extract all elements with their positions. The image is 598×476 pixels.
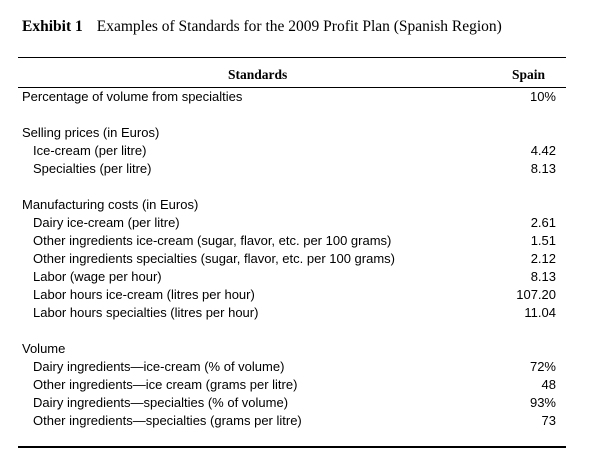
row-label: Volume xyxy=(22,341,66,356)
exhibit-title: Exhibit 1 Examples of Standards for the 2… xyxy=(22,18,502,36)
column-header-standards: Standards xyxy=(228,67,288,82)
table-row: Dairy ice-cream (per litre) 2.61 xyxy=(0,214,598,232)
section-row: Manufacturing costs (in Euros) xyxy=(0,196,598,214)
table-row: Other ingredients specialties (sugar, fl… xyxy=(0,250,598,268)
spacer-row xyxy=(0,106,598,124)
row-label: Labor (wage per hour) xyxy=(33,269,162,284)
spacer-row xyxy=(0,322,598,340)
table-row: Dairy ingredients—specialties (% of volu… xyxy=(0,394,598,412)
row-value-spain: 8.13 xyxy=(530,269,556,284)
table-row: Labor (wage per hour) 8.13 xyxy=(0,268,598,286)
row-value-spain: 4.42 xyxy=(530,143,556,158)
table-top-rule xyxy=(18,57,566,58)
section-row: Selling prices (in Euros) xyxy=(0,124,598,142)
table-row: Ice-cream (per litre) 4.42 xyxy=(0,142,598,160)
table-row: Dairy ingredients—ice-cream (% of volume… xyxy=(0,358,598,376)
row-value-spain: 11.04 xyxy=(524,305,556,320)
row-value-spain: 73 xyxy=(541,413,556,428)
table-row: Other ingredients—ice cream (grams per l… xyxy=(0,376,598,394)
row-value-spain: 93% xyxy=(529,395,556,410)
row-label: Labor hours specialties (litres per hour… xyxy=(33,305,259,320)
row-label: Dairy ice-cream (per litre) xyxy=(33,215,180,230)
exhibit-caption: Examples of Standards for the 2009 Profi… xyxy=(96,18,502,35)
row-label: Other ingredients ice-cream (sugar, flav… xyxy=(33,233,392,248)
row-label: Percentage of volume from specialties xyxy=(22,89,243,104)
column-header-spain: Spain xyxy=(512,67,546,82)
row-label: Other ingredients—specialties (grams per… xyxy=(33,413,302,428)
row-label: Other ingredients—ice cream (grams per l… xyxy=(33,377,298,392)
section-row: Percentage of volume from specialties 10% xyxy=(0,88,598,106)
table-row: Labor hours specialties (litres per hour… xyxy=(0,304,598,322)
header-rule xyxy=(18,87,566,88)
table-bottom-rule xyxy=(18,446,566,448)
table-row: Specialties (per litre) 8.13 xyxy=(0,160,598,178)
row-value-spain: 8.13 xyxy=(530,161,556,176)
row-label: Dairy ingredients—ice-cream (% of volume… xyxy=(33,359,285,374)
row-value-spain: 2.12 xyxy=(530,251,556,266)
standards-table-body: Percentage of volume from specialties 10%… xyxy=(0,88,598,430)
row-value-spain: 10% xyxy=(529,89,556,104)
exhibit-label: Exhibit 1 xyxy=(22,18,83,35)
row-label: Specialties (per litre) xyxy=(33,161,152,176)
row-label: Other ingredients specialties (sugar, fl… xyxy=(33,251,396,266)
section-row: Volume xyxy=(0,340,598,358)
row-label: Dairy ingredients—specialties (% of volu… xyxy=(33,395,289,410)
table-row: Other ingredients ice-cream (sugar, flav… xyxy=(0,232,598,250)
row-value-spain: 2.61 xyxy=(530,215,556,230)
row-label: Manufacturing costs (in Euros) xyxy=(22,197,199,212)
row-value-spain: 48 xyxy=(541,377,556,392)
table-row: Labor hours ice-cream (litres per hour) 1… xyxy=(0,286,598,304)
spacer-row xyxy=(0,178,598,196)
row-value-spain: 107.20 xyxy=(516,287,556,302)
row-label: Labor hours ice-cream (litres per hour) xyxy=(33,287,255,302)
row-label: Selling prices (in Euros) xyxy=(22,125,160,140)
row-label: Ice-cream (per litre) xyxy=(33,143,147,158)
row-value-spain: 72% xyxy=(529,359,556,374)
table-row: Other ingredients—specialties (grams per… xyxy=(0,412,598,430)
row-value-spain: 1.51 xyxy=(530,233,556,248)
